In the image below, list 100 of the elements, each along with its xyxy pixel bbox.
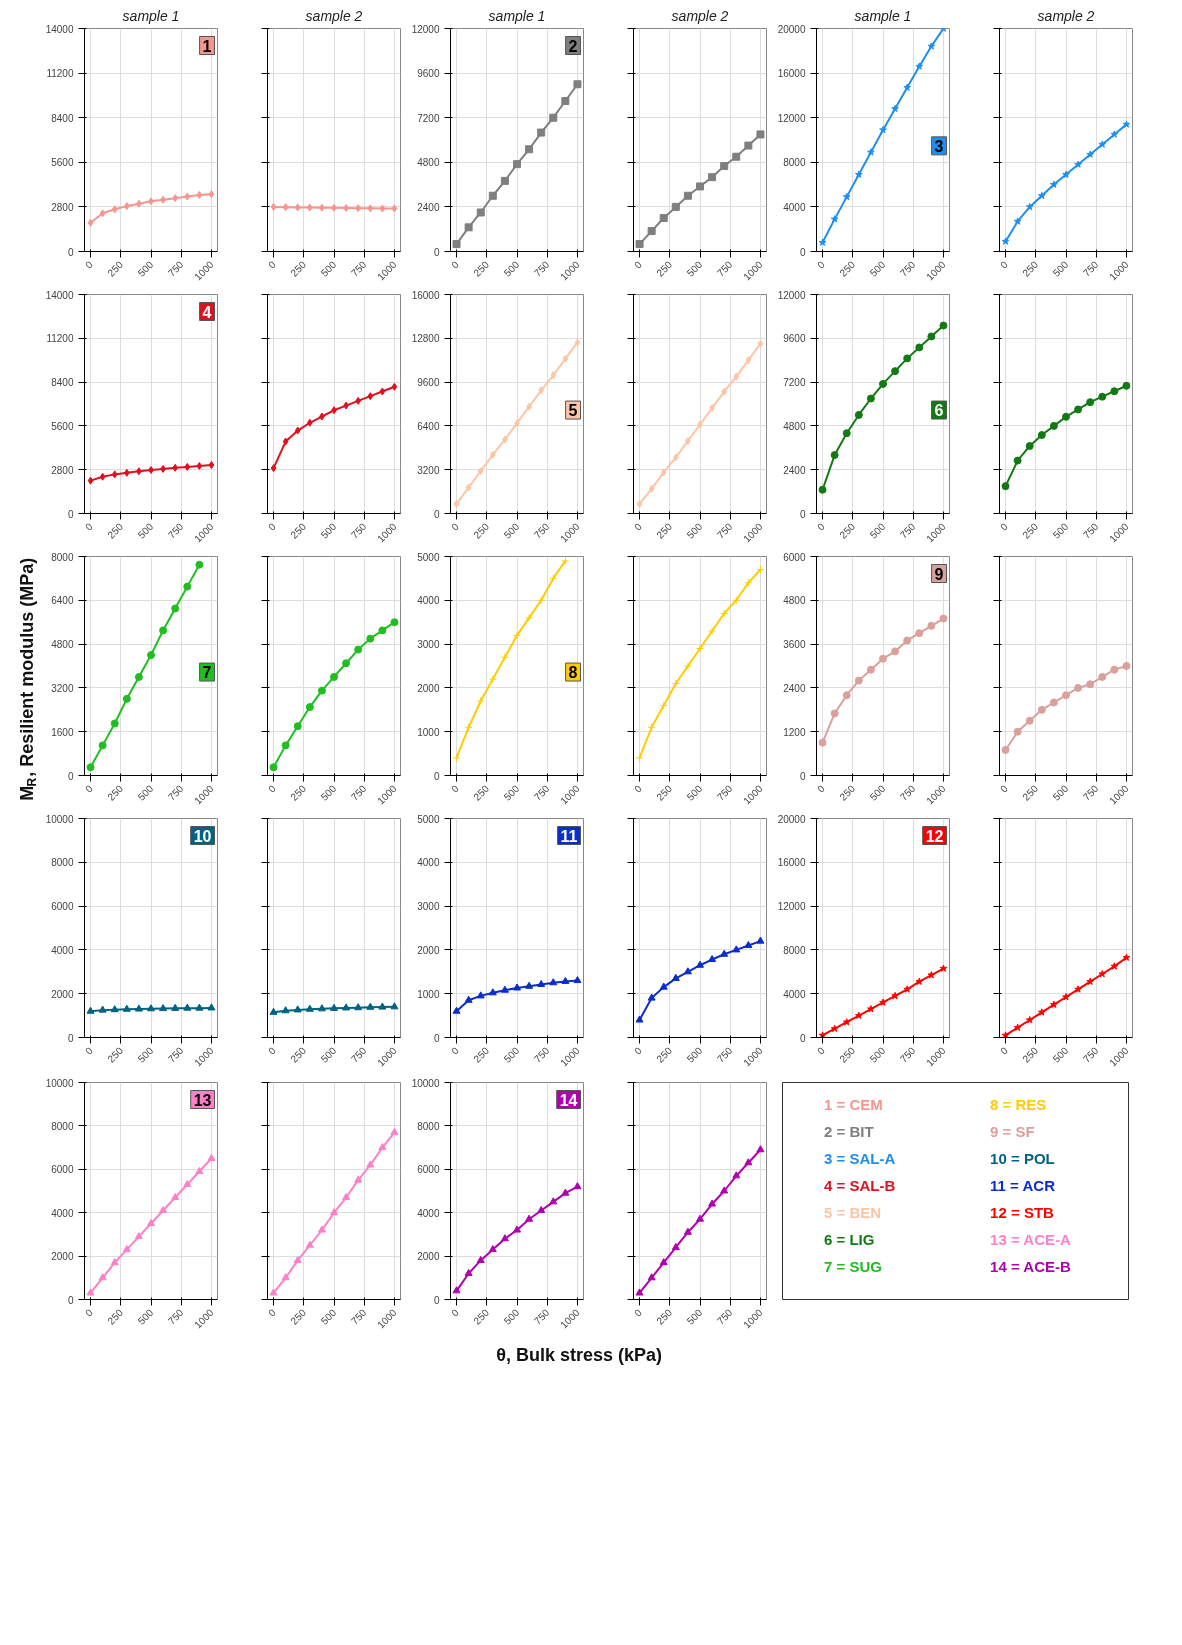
point (672, 453, 679, 462)
point (745, 356, 752, 365)
x-tick-label: 750 (531, 1044, 552, 1065)
y-tick-label: 3000 (417, 639, 440, 651)
y-tick-label: 3200 (417, 464, 440, 476)
point (1086, 977, 1095, 985)
y-tick-label: 7200 (417, 112, 440, 124)
x-tick-label: 500 (684, 1306, 705, 1327)
text: 13 (193, 1091, 212, 1109)
y-tick-label: 12800 (411, 333, 440, 345)
point (378, 1143, 387, 1151)
point (671, 679, 680, 688)
point (390, 618, 399, 627)
point (549, 113, 558, 122)
x-tick-label: 750 (348, 782, 369, 803)
point (915, 977, 924, 985)
y-tick-label: 20000 (777, 23, 806, 35)
point (196, 461, 203, 470)
point (1074, 683, 1083, 692)
category-label: 13 = ACE-A (990, 1231, 1071, 1249)
x-tick-label: 250 (105, 1306, 126, 1327)
point (183, 1179, 192, 1188)
point (891, 104, 899, 113)
point (1013, 456, 1022, 465)
y-tick-label: 6000 (51, 1164, 74, 1176)
point (671, 202, 680, 211)
chart-subtitle: sample 1 (488, 7, 546, 24)
point (476, 697, 485, 706)
point (172, 194, 179, 203)
point (818, 238, 827, 246)
x-tick-label: 500 (1050, 782, 1071, 803)
point (879, 379, 887, 388)
category-label: 7 = SUG (824, 1258, 882, 1276)
point (500, 1234, 509, 1242)
point (927, 42, 936, 50)
point (500, 985, 509, 993)
point (891, 367, 900, 376)
point (720, 609, 729, 618)
point (696, 182, 704, 191)
point (647, 227, 656, 236)
point (854, 676, 863, 685)
point (1037, 705, 1046, 714)
point (879, 125, 887, 134)
point (184, 462, 191, 471)
y-tick-label: 0 (433, 770, 440, 782)
point (744, 578, 753, 587)
x-tick-label: 750 (1080, 520, 1101, 541)
point (636, 499, 643, 508)
point (294, 426, 301, 435)
point (744, 1158, 753, 1166)
x-tick-label: 250 (837, 1044, 858, 1065)
point (549, 978, 558, 986)
point (1001, 237, 1010, 245)
x-tick-label: 250 (288, 1306, 309, 1327)
point (732, 152, 741, 161)
point (525, 145, 534, 154)
point (330, 672, 338, 681)
point (647, 723, 656, 732)
point (561, 96, 570, 105)
point (1037, 431, 1046, 440)
point (550, 371, 557, 380)
x-tick-label: 0 (815, 782, 828, 795)
x-tick-label: 750 (348, 1306, 369, 1327)
y-tick-label: 4800 (417, 157, 440, 169)
point (939, 964, 948, 972)
category-label: 14 = ACE-B (990, 1258, 1071, 1276)
y-tick-label: 5600 (51, 157, 74, 169)
x-tick-label: 0 (632, 1306, 645, 1319)
y-tick-label: 10000 (45, 1077, 74, 1089)
point (756, 1145, 765, 1153)
point (379, 387, 386, 396)
point (537, 1205, 546, 1214)
point (1013, 1023, 1022, 1031)
point (659, 1258, 668, 1266)
x-tick-label: 0 (83, 1044, 96, 1057)
point (293, 722, 302, 731)
point (830, 709, 839, 718)
point (867, 148, 875, 156)
point (562, 354, 569, 363)
point (915, 629, 924, 638)
x-tick-label: 750 (531, 520, 552, 541)
point (464, 995, 473, 1003)
y-tick-label: 6000 (51, 901, 74, 913)
text: 6 (934, 402, 944, 420)
point (708, 626, 717, 635)
point (939, 321, 948, 330)
point (648, 484, 655, 493)
point (159, 626, 168, 635)
x-tick-label: 750 (714, 258, 735, 279)
point (342, 659, 351, 668)
x-tick-label: 500 (684, 520, 705, 541)
y-tick-label: 5000 (417, 813, 440, 825)
point (123, 202, 130, 211)
x-tick-label: 500 (501, 782, 522, 803)
y-tick-label: 0 (67, 1294, 74, 1306)
x-tick-label: 0 (815, 258, 828, 271)
y-tick-label: 8000 (783, 944, 806, 956)
point (134, 672, 143, 681)
x-tick-label: 250 (471, 1306, 492, 1327)
point (1013, 727, 1022, 736)
